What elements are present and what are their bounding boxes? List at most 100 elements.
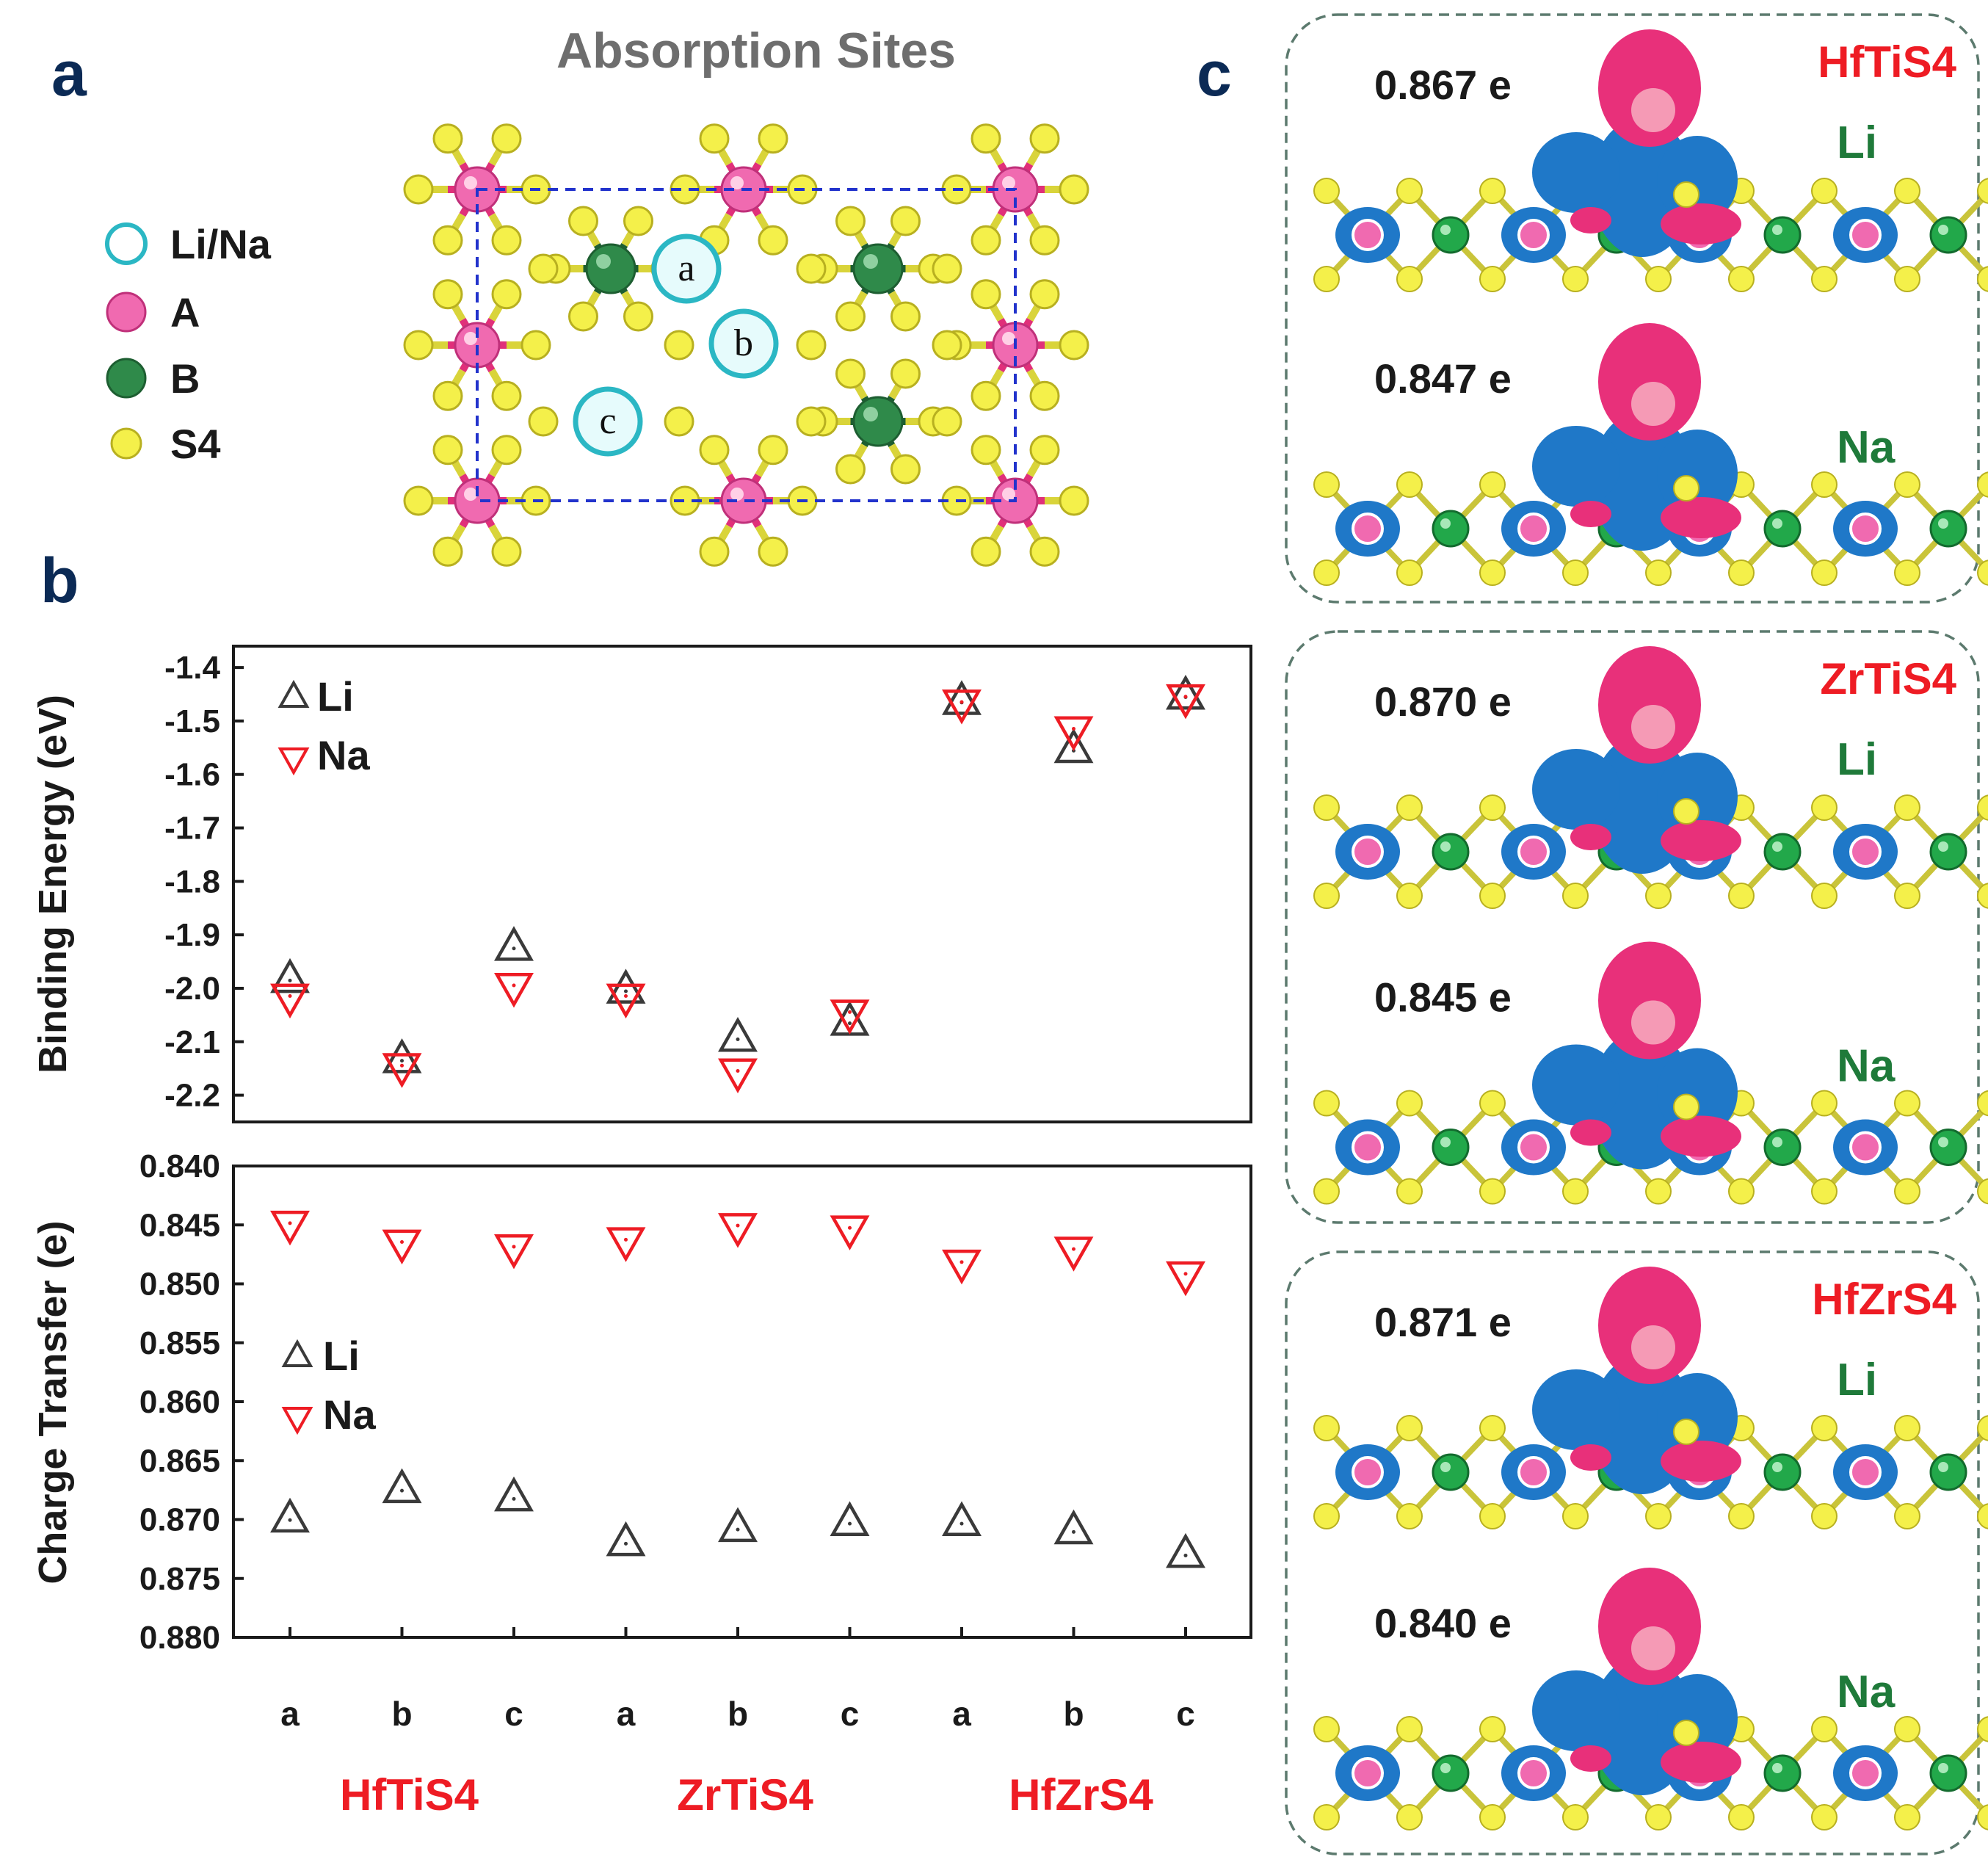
charge-lobe-blue — [1532, 1044, 1620, 1126]
metal-atom — [1849, 1131, 1882, 1164]
metal-atom-highlight — [1938, 518, 1948, 529]
site-b-label: b — [734, 322, 753, 364]
y-tick-label: -1.5 — [164, 703, 220, 739]
sulfur-atom — [1396, 560, 1423, 586]
metal-atom — [1849, 219, 1882, 251]
x-tick-label: a — [617, 1695, 636, 1733]
sulfur-atom — [1313, 471, 1340, 498]
sulfur-atom — [890, 454, 921, 485]
a-atom-highlight — [730, 176, 744, 189]
x-tick-label: c — [1176, 1695, 1195, 1733]
point-na-dot — [512, 1245, 516, 1249]
panel-a-title: Absorption Sites — [556, 23, 956, 79]
sulfur-atom — [1479, 560, 1506, 586]
point-na — [494, 973, 534, 1008]
point-li-dot — [1183, 1553, 1188, 1557]
point-na — [382, 1053, 422, 1088]
point-li-dot — [400, 1488, 404, 1493]
sulfur-atom — [1479, 794, 1506, 821]
charge-lobe-pink — [1570, 501, 1611, 527]
sulfur-atom — [403, 330, 434, 361]
sulfur-atom — [971, 435, 1001, 466]
charge-lobe-blue — [1532, 749, 1620, 830]
metal-atom — [1929, 1453, 1967, 1491]
point-na — [270, 1210, 310, 1246]
ion-label: Na — [1837, 1041, 1896, 1092]
metal-atom-highlight — [1440, 1462, 1451, 1472]
charge-lobe-pink — [1570, 1745, 1611, 1772]
sulfur-atom — [1977, 471, 1988, 498]
sulfur-atom — [932, 406, 962, 437]
sulfur-atom — [1728, 1804, 1755, 1830]
material-group-label: HfZrS4 — [1009, 1770, 1153, 1819]
point-na-dot — [848, 1225, 852, 1230]
sulfur-atom — [1811, 266, 1838, 292]
sulfur-atom — [491, 123, 522, 154]
sulfur-atom — [1645, 1804, 1672, 1830]
sulfur-atom — [1313, 1090, 1340, 1117]
sulfur-atom — [1977, 560, 1988, 586]
legend-li-marker-2 — [281, 1339, 313, 1367]
charge-lobe-blue — [1532, 1670, 1620, 1751]
sulfur-atom — [1894, 1716, 1920, 1742]
a-atom-highlight — [730, 488, 744, 501]
point-li-dot — [736, 1037, 740, 1042]
charge-density-group-hftis4: HfTiS4 0.867 e Li 0.847 e Na — [1285, 13, 1988, 604]
isosurface — [1532, 646, 1741, 874]
sulfur-atom — [1059, 485, 1089, 516]
a-atom-highlight — [464, 488, 477, 501]
a-atom — [454, 477, 501, 524]
panel-b-letter: b — [40, 546, 79, 616]
point-na — [942, 689, 982, 725]
charge-transfer-points — [270, 1210, 1205, 1568]
point-li-dot — [624, 1541, 628, 1546]
binding-energy-y-ticks: -1.4 -1.5 -1.6 -1.7 -1.8 -1.9 -2.0 -2.1 -2.2 — [164, 650, 244, 1114]
sulfur-atom — [1396, 1804, 1423, 1830]
sulfur-atom — [491, 279, 522, 310]
metal-atom — [1352, 1757, 1384, 1789]
isosurface — [1532, 323, 1741, 551]
sulfur-atom — [1029, 536, 1060, 567]
sulfur-atom — [1728, 560, 1755, 586]
legend-li-na-icon — [105, 222, 148, 265]
y-tick-label: 0.865 — [139, 1443, 220, 1479]
charge-density-na: 0.845 e Na — [1313, 941, 1988, 1205]
metal-atom-highlight — [1772, 1137, 1782, 1148]
point-na-dot — [624, 994, 628, 999]
charge-density-na: 0.847 e Na — [1313, 323, 1988, 586]
sulfur-atom — [1479, 1503, 1506, 1529]
charge-value: 0.840 e — [1374, 1600, 1512, 1646]
point-na-dot — [1072, 726, 1075, 731]
metal-atom-highlight — [1772, 518, 1782, 529]
sulfur-atom — [1645, 560, 1672, 586]
point-li — [606, 1521, 646, 1557]
ion-label: Na — [1837, 422, 1896, 473]
point-na-dot — [512, 983, 516, 988]
site-b-marker: b — [708, 308, 779, 379]
sulfur-atom — [491, 536, 522, 567]
a-atom-highlight — [464, 176, 477, 189]
y-tick-label: 0.850 — [139, 1267, 220, 1303]
charge-lobe-pink — [1661, 1115, 1741, 1157]
metal-atom — [1352, 513, 1384, 545]
legend-b-label: B — [170, 355, 200, 402]
sulfur-atom — [623, 206, 653, 236]
x-tick-label: b — [1063, 1695, 1084, 1733]
sulfur-atom — [1479, 471, 1506, 498]
b-atom — [852, 396, 904, 447]
point-na — [606, 983, 646, 1019]
sulfur-atom — [699, 123, 730, 154]
point-na-dot — [1183, 695, 1188, 699]
group-outline — [1285, 13, 1980, 604]
x-tick-label: a — [280, 1695, 300, 1733]
adsorbed-ion — [1631, 1000, 1675, 1045]
sulfur-atom — [491, 380, 522, 411]
charge-density-group-hfzrs4: HfZrS4 0.871 e Li 0.840 e Na — [1285, 1250, 1988, 1855]
point-na-dot — [400, 1063, 404, 1068]
sulfur-atom — [1811, 1090, 1838, 1117]
metal-atom-highlight — [1938, 225, 1948, 235]
charge-lobe-pink — [1570, 1444, 1611, 1471]
point-na — [1166, 684, 1205, 720]
